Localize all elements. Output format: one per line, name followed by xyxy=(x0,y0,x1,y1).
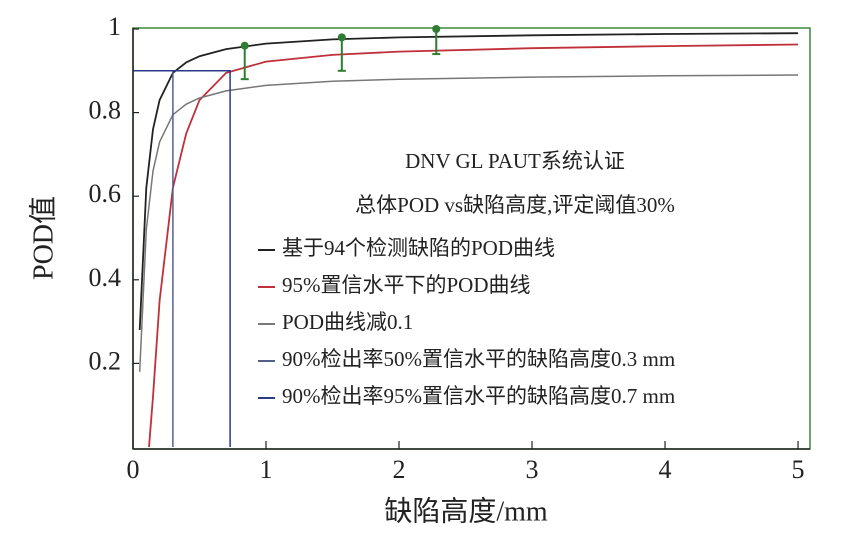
x-tick-label: 3 xyxy=(526,455,539,484)
x-tick-label: 1 xyxy=(260,455,273,484)
data-point xyxy=(432,25,441,33)
legend-label: 90%检出率95%置信水平的缺陷高度0.7 mm xyxy=(282,384,675,408)
chart-title: DNV GL PAUT系统认证 xyxy=(405,149,625,173)
x-tick-label: 0 xyxy=(127,455,140,484)
x-axis-label: 缺陷高度/mm xyxy=(384,495,548,527)
data-point xyxy=(337,33,346,42)
series-line xyxy=(133,70,231,447)
y-tick-label: 1 xyxy=(108,12,121,41)
legend-label: 90%检出率50%置信水平的缺陷高度0.3 mm xyxy=(282,347,675,371)
series-line xyxy=(138,74,799,372)
x-tick-label: 4 xyxy=(659,455,672,484)
legend-label: 基于94个检测缺陷的POD曲线 xyxy=(282,236,555,260)
x-tick-label: 5 xyxy=(792,455,805,484)
legend-label: 95%置信水平下的POD曲线 xyxy=(282,273,531,297)
y-tick-label: 0.8 xyxy=(89,96,122,125)
x-tick-label: 2 xyxy=(393,455,406,484)
y-tick-label: 0.6 xyxy=(89,179,122,208)
y-tick-label: 0.4 xyxy=(89,263,122,292)
series-line xyxy=(148,43,799,448)
data-point xyxy=(240,41,249,50)
y-tick-label: 0.2 xyxy=(89,346,122,375)
series-line xyxy=(138,32,799,331)
y-axis-label: POD值 xyxy=(27,196,59,280)
chart-subtitle: 总体POD vs缺陷高度,评定阈值30% xyxy=(355,193,675,217)
legend-label: POD曲线减0.1 xyxy=(282,310,413,334)
